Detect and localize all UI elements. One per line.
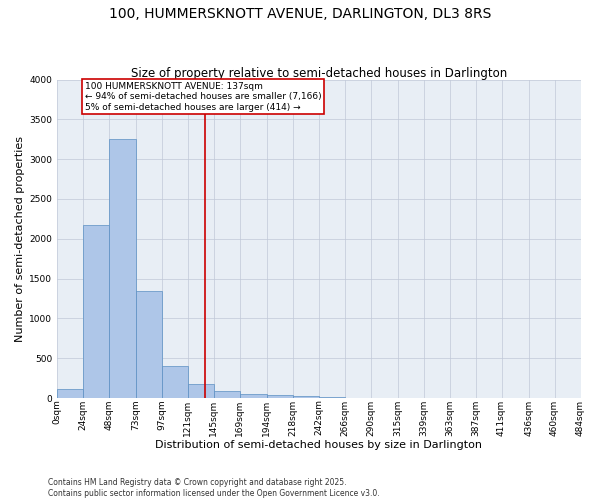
Bar [188, 384, 214, 398]
Text: 100, HUMMERSKNOTT AVENUE, DARLINGTON, DL3 8RS: 100, HUMMERSKNOTT AVENUE, DARLINGTON, DL… [109, 8, 491, 22]
Bar [162, 366, 188, 398]
Bar [214, 391, 240, 398]
Bar [293, 396, 319, 398]
Bar [57, 388, 83, 398]
Text: 100 HUMMERSKNOTT AVENUE: 137sqm
← 94% of semi-detached houses are smaller (7,166: 100 HUMMERSKNOTT AVENUE: 137sqm ← 94% of… [85, 82, 322, 112]
Y-axis label: Number of semi-detached properties: Number of semi-detached properties [15, 136, 25, 342]
Title: Size of property relative to semi-detached houses in Darlington: Size of property relative to semi-detach… [131, 66, 507, 80]
Bar [136, 290, 162, 398]
Bar [83, 225, 109, 398]
X-axis label: Distribution of semi-detached houses by size in Darlington: Distribution of semi-detached houses by … [155, 440, 482, 450]
Text: Contains HM Land Registry data © Crown copyright and database right 2025.
Contai: Contains HM Land Registry data © Crown c… [48, 478, 380, 498]
Bar [240, 394, 267, 398]
Bar [267, 395, 293, 398]
Bar [109, 139, 136, 398]
